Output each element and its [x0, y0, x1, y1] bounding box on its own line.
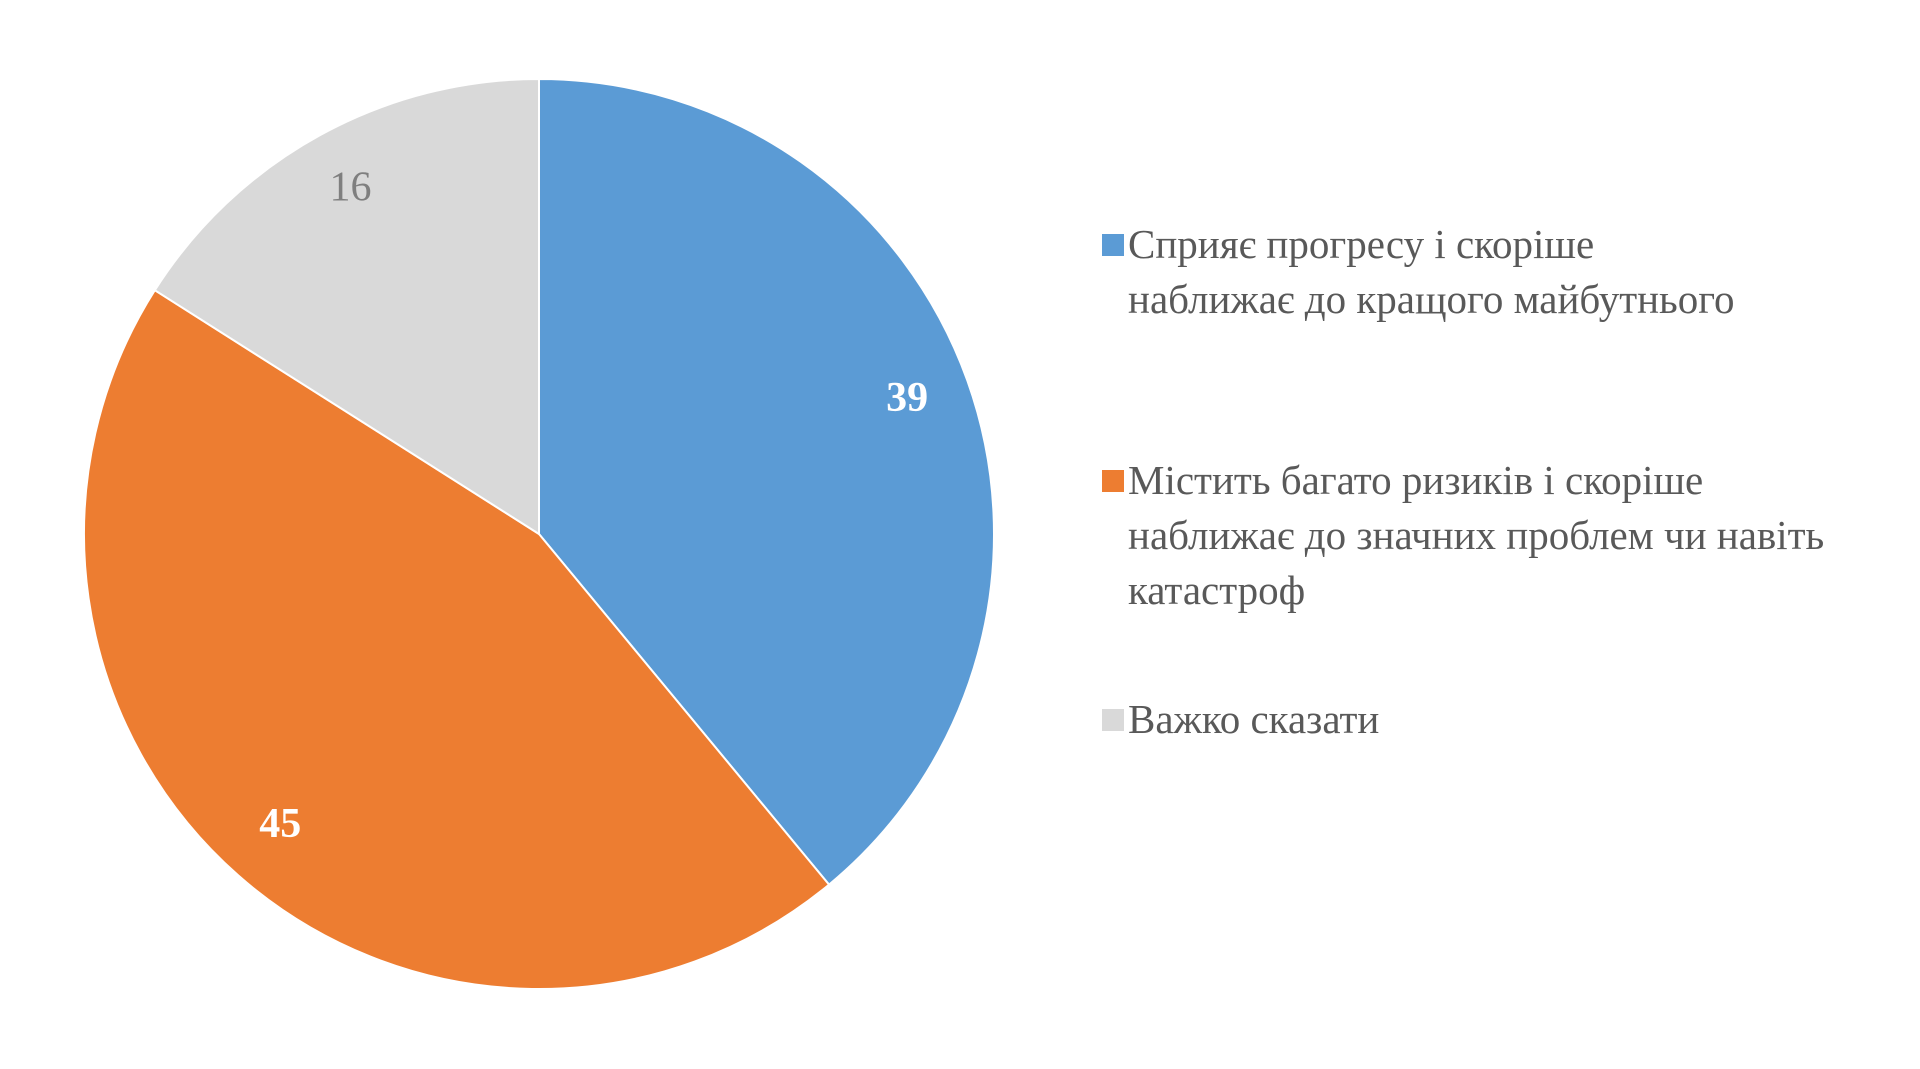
pie-slice: [83, 288, 831, 990]
legend-swatch: [1102, 234, 1124, 256]
legend-item: Містить багато ризиків і скоріше наближа…: [1102, 453, 1868, 618]
data-label: 16: [329, 165, 371, 211]
data-label: 45: [259, 801, 301, 847]
legend-item: Сприяє прогресу і скоріше наближає до кр…: [1102, 217, 1748, 327]
pie-area: 39 45 16: [83, 77, 995, 990]
legend-label: Містить багато ризиків і скоріше наближа…: [1128, 457, 1825, 613]
legend-label: Важко сказати: [1128, 696, 1380, 742]
pie-slice: [153, 77, 540, 536]
data-label: 39: [886, 375, 928, 421]
legend-swatch: [1102, 470, 1124, 492]
legend-label: Сприяє прогресу і скоріше наближає до кр…: [1128, 221, 1735, 322]
legend-item: Важко сказати: [1102, 692, 1868, 747]
legend-swatch: [1102, 709, 1124, 731]
pie-slice: [538, 77, 995, 886]
